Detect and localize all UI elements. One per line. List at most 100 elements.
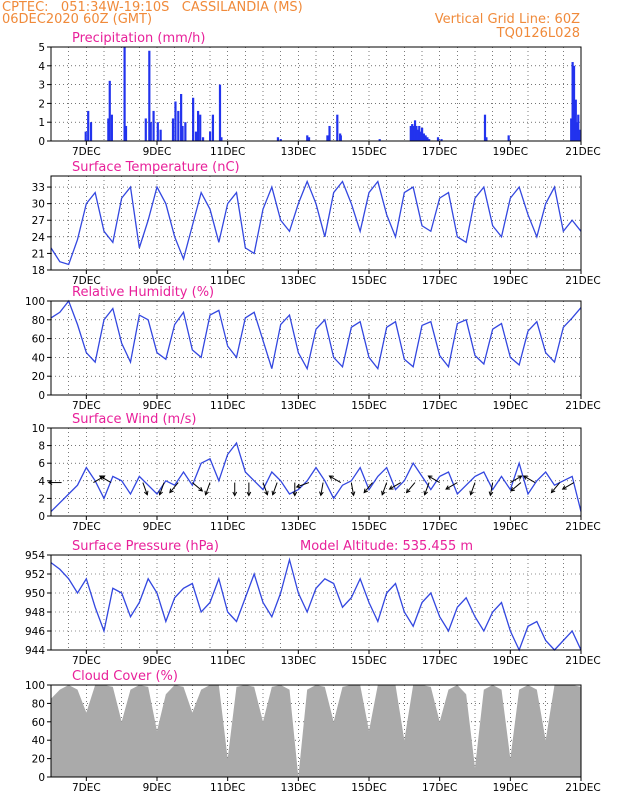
panel-4-xtick-label: 15DEC [351, 655, 386, 667]
panel-1-series-line [50, 179, 582, 266]
wind-arrow-head [517, 475, 523, 480]
wind-arrow-head [98, 475, 104, 480]
panel-1-ytick-label: 24 [32, 232, 46, 244]
panel-2-series-line [50, 299, 582, 371]
panel-1-ytick-label: 18 [32, 265, 45, 277]
precip-bar [184, 122, 187, 141]
panel-5-ytick-label: 40 [32, 735, 45, 747]
panel-1-title: Surface Temperature (nC) [72, 160, 240, 175]
panel-4-ytick-label: 946 [25, 626, 45, 638]
precip-bar [209, 131, 212, 141]
wind-arrow [428, 475, 440, 483]
panel-4-xtick-label: 7DEC [72, 655, 101, 667]
panel-4-title: Surface Pressure (hPa) [72, 539, 219, 554]
precip-bar [328, 125, 331, 141]
panel-4-frame [50, 554, 582, 651]
precip-bar [485, 137, 488, 141]
precip-bar [196, 110, 200, 141]
wind-arrow [389, 482, 402, 490]
panel-5-ytick-label: 60 [32, 717, 45, 729]
wind-arrow [523, 475, 536, 483]
panel-2-xtick-label: 7DEC [72, 400, 101, 412]
panel-5-xtick-label: 19DEC [493, 782, 528, 794]
panel-2-xtick-label: 11DEC [210, 400, 245, 412]
precip-bar [413, 120, 417, 141]
panel-4-xtick-label: 17DEC [422, 655, 457, 667]
panel-3-xtick-label: 17DEC [422, 521, 457, 533]
panel-2-xtick-label: 21DEC [565, 400, 600, 412]
panel-1-xtick-label: 9DEC [143, 275, 172, 287]
precip-bar [326, 135, 329, 141]
panel-1-ytick-label: 21 [32, 248, 45, 260]
wind-arrow [169, 482, 179, 493]
precip-bar [415, 125, 418, 141]
panel-0-ytick-label: 3 [38, 80, 45, 92]
panel-0-ytick-label: 4 [38, 61, 45, 73]
panel-3-xtick-label: 21DEC [565, 521, 600, 533]
wind-arrow-head [143, 490, 149, 496]
wind-arrow [329, 475, 341, 483]
wind-arrow [510, 475, 522, 483]
panel-0-xtick-label: 9DEC [143, 146, 172, 158]
wind-arrow-head [522, 475, 528, 480]
panel-4-xtick-label: 19DEC [493, 655, 528, 667]
panel-2-frame [50, 300, 582, 396]
panel-5-xtick-label: 15DEC [351, 782, 386, 794]
panel-5-xtick-label: 17DEC [422, 782, 457, 794]
panel-5-ytick-label: 20 [32, 754, 45, 766]
panel-2-title: Relative Humidity (%) [72, 285, 214, 300]
wind-arrow-head [445, 485, 451, 490]
wind-arrow-head [295, 483, 301, 489]
precip-bar [572, 65, 576, 141]
precip-bar [307, 137, 311, 141]
wind-arrow [489, 482, 494, 496]
wind-arrow-head [158, 490, 163, 496]
panel-5-xtick-label: 21DEC [565, 782, 600, 794]
wind-arrow-head [550, 488, 556, 494]
precip-bar [378, 139, 381, 141]
wind-arrow-head [427, 475, 433, 480]
precip-bar [570, 118, 573, 141]
precip-bar [218, 84, 222, 141]
panel-4-ytick-label: 948 [25, 607, 45, 619]
panel-2-ytick-label: 20 [32, 371, 45, 383]
wind-arrow [93, 475, 105, 483]
panel-3-xtick-label: 9DEC [143, 521, 172, 533]
panel-3-ytick-label: 8 [38, 441, 45, 453]
panel-5-frame [50, 684, 582, 778]
panel-3-ytick-label: 4 [38, 476, 45, 488]
panel-2-xtick-label: 17DEC [422, 400, 457, 412]
precip-bar [123, 47, 126, 141]
wind-arrow-head [405, 488, 411, 494]
precip-bar [144, 118, 147, 141]
panel-3-ytick-label: 6 [38, 458, 45, 470]
wind-arrow-head [561, 485, 567, 490]
panel-1-xtick-label: 15DEC [351, 275, 386, 287]
precip-bar [108, 80, 111, 141]
panel-3-xtick-label: 15DEC [351, 521, 386, 533]
panel-5-xtick-label: 9DEC [143, 782, 172, 794]
precip-bar [336, 114, 339, 141]
precip-bar [180, 94, 183, 141]
precip-bar [174, 101, 177, 141]
wind-arrow-head [264, 490, 269, 496]
wind-arrow [381, 482, 388, 495]
panel-2-ytick-label: 60 [32, 334, 45, 346]
precip-bar [574, 99, 577, 141]
panel-5-title: Cloud Cover (%) [72, 669, 178, 684]
panel-3-series-line [50, 441, 582, 513]
wind-arrow-head [198, 487, 204, 492]
precip-bar [276, 137, 280, 141]
wind-arrow [350, 482, 355, 496]
wind-arrow-head [363, 488, 369, 494]
panel-2-ytick-label: 0 [38, 390, 45, 402]
wind-arrow-head [510, 487, 515, 492]
panel-0-ytick-label: 5 [38, 42, 45, 54]
panel-0-ytick-label: 0 [38, 136, 45, 148]
precip-bar [124, 125, 128, 141]
panel-0-xtick-label: 17DEC [422, 146, 457, 158]
precip-bar [110, 114, 113, 141]
panel-1-xtick-label: 21DEC [565, 275, 600, 287]
wind-arrow-head [381, 490, 386, 496]
wind-arrow [142, 482, 148, 495]
